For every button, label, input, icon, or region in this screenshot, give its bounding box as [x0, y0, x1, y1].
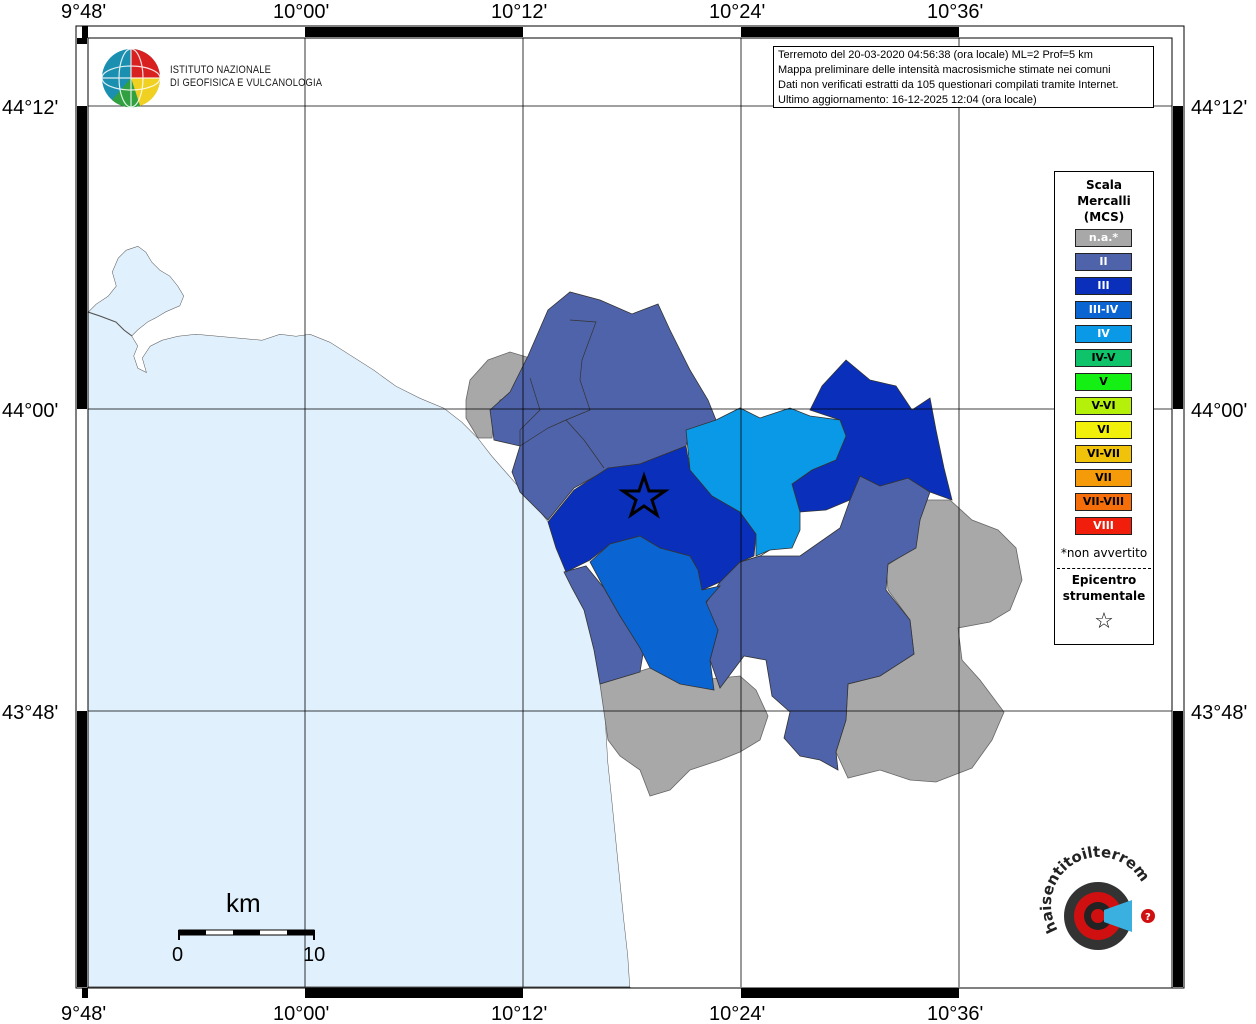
top-tick-label: 9°48' — [61, 1, 106, 23]
top-tick-label: 10°00' — [273, 1, 329, 23]
legend-title-line1: Scala — [1085, 178, 1123, 192]
legend-item: VI-VII — [1075, 445, 1132, 463]
legend-item: IV-V — [1075, 349, 1132, 367]
legend-item: VII — [1075, 469, 1132, 487]
legend-title-line3: (MCS) — [1083, 210, 1125, 224]
legend-epi-line1: Epicentro — [1071, 573, 1137, 587]
scale-bar-max: 10 — [303, 944, 326, 966]
top-tick-label: 10°36' — [927, 1, 983, 23]
top-tick-label: 10°24' — [709, 1, 765, 23]
left-tick-label: 44°12' — [2, 97, 58, 119]
region-IV-1 — [685, 407, 847, 557]
legend-item: III-IV — [1075, 301, 1132, 319]
info-line3: Dati non verificati estratti da 105 ques… — [778, 79, 1119, 91]
right-tick-label: 44°00' — [1191, 400, 1247, 422]
event-info-box: Terremoto del 20-03-2020 04:56:38 (ora l… — [773, 46, 1154, 108]
bottom-tick-label: 10°12' — [491, 1003, 547, 1024]
bottom-tick-label: 10°36' — [927, 1003, 983, 1024]
mcs-legend: Scala Mercalli (MCS) n.a.* II III III-IV IV I… — [1054, 171, 1154, 645]
info-line1: Terremoto del 20-03-2020 04:56:38 (ora l… — [778, 49, 1093, 61]
scale-bar-min: 0 — [172, 944, 184, 966]
ingv-line1: ISTITUTO NAZIONALE — [170, 64, 272, 76]
info-line2: Mappa preliminare delle intensità macros… — [778, 64, 1111, 76]
scale-bar — [178, 929, 315, 940]
legend-item: III — [1075, 277, 1132, 295]
municipal-boundaries — [519, 319, 771, 563]
legend-item: II — [1075, 253, 1132, 271]
region-III-1 — [547, 445, 757, 591]
svg-text:?: ? — [1145, 912, 1151, 923]
region-na-3 — [835, 499, 1023, 783]
bottom-tick-label: 9°48' — [61, 1003, 106, 1024]
bottom-tick-label: 10°00' — [273, 1003, 329, 1024]
top-tick-label: 10°12' — [491, 1, 547, 23]
epicenter-star — [618, 471, 670, 519]
map-frame — [75, 25, 1185, 998]
legend-note: *non avvertito — [1060, 546, 1148, 560]
region-IIIIV-1 — [589, 535, 722, 691]
ingv-logo-icon — [101, 48, 161, 108]
legend-divider — [1057, 568, 1151, 569]
region-II-3 — [563, 565, 645, 685]
left-tick-label: 44°00' — [2, 400, 58, 422]
legend-title: Scala Mercalli (MCS) — [1055, 177, 1153, 225]
info-line4: Ultimo aggiornamento: 16-12-2025 12:04 (… — [778, 94, 1037, 106]
left-tick-label: 43°48' — [2, 702, 58, 724]
legend-item: IV — [1075, 325, 1132, 343]
legend-item: V-VI — [1075, 397, 1132, 415]
legend-item: n.a.* — [1075, 229, 1132, 247]
legend-item: VII-VIII — [1075, 493, 1132, 511]
legend-item: V — [1075, 373, 1132, 391]
legend-epi-line2: strumentale — [1062, 589, 1146, 603]
right-tick-label: 44°12' — [1191, 97, 1247, 119]
ingv-logo-text: ISTITUTO NAZIONALE DI GEOFISICA E VULCAN… — [170, 64, 322, 90]
legend-item: VI — [1075, 421, 1132, 439]
right-tick-label: 43°48' — [1191, 702, 1247, 724]
legend-item: VIII — [1075, 517, 1132, 535]
legend-epicenter-label: Epicentro strumentale — [1055, 572, 1153, 604]
legend-title-line2: Mercalli — [1077, 194, 1131, 208]
bottom-tick-label: 10°24' — [709, 1003, 765, 1024]
ingv-line2: DI GEOFISICA E VULCANOLOGIA — [170, 77, 323, 89]
scale-bar-unit: km — [226, 888, 261, 918]
legend-star-icon: ☆ — [1094, 609, 1114, 634]
region-na-1 — [465, 351, 531, 439]
